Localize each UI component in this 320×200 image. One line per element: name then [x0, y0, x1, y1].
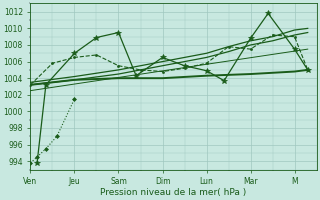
X-axis label: Pression niveau de la mer( hPa ): Pression niveau de la mer( hPa ) — [100, 188, 247, 197]
